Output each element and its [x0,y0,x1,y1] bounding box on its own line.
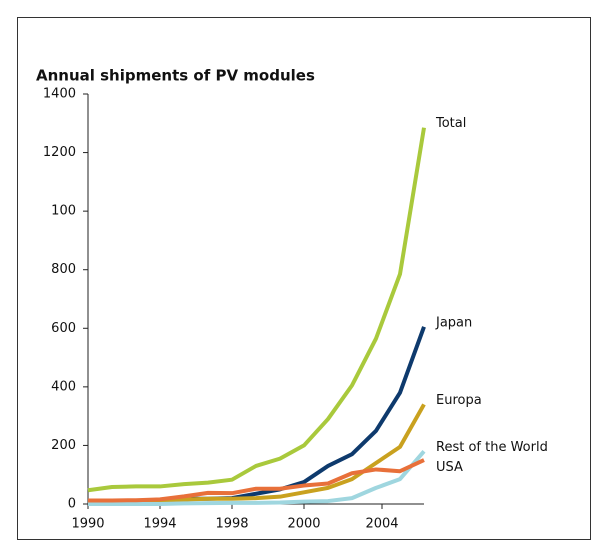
y-tick-label: 800 [51,262,76,277]
y-tick-label: 1200 [43,145,76,160]
y-tick-label: 0 [68,497,76,512]
series-label: USA [436,460,463,475]
frame [17,17,591,540]
series-label: Europa [436,393,482,408]
series-line [88,458,425,503]
series-label: Japan [435,315,472,330]
y-tick-label: 600 [51,321,76,336]
x-tick-label: 1994 [143,517,176,532]
y-tick-label: 200 [51,438,76,453]
y-tick-label: 100 [51,204,76,219]
x-tick-label: 1990 [71,517,104,532]
y-tick-label: 400 [51,379,76,394]
series-line [88,326,426,504]
chart-title: Annual shipments of PV modules [36,67,315,85]
series-line [88,449,426,506]
series-label: Total [435,116,466,131]
y-tick-label: 1400 [43,87,76,102]
x-tick-label: 2000 [287,517,320,532]
series-label: Rest of the World [436,440,548,455]
x-tick-label: 2004 [365,517,398,532]
series-line [87,127,426,493]
x-tick-label: 1998 [215,517,248,532]
